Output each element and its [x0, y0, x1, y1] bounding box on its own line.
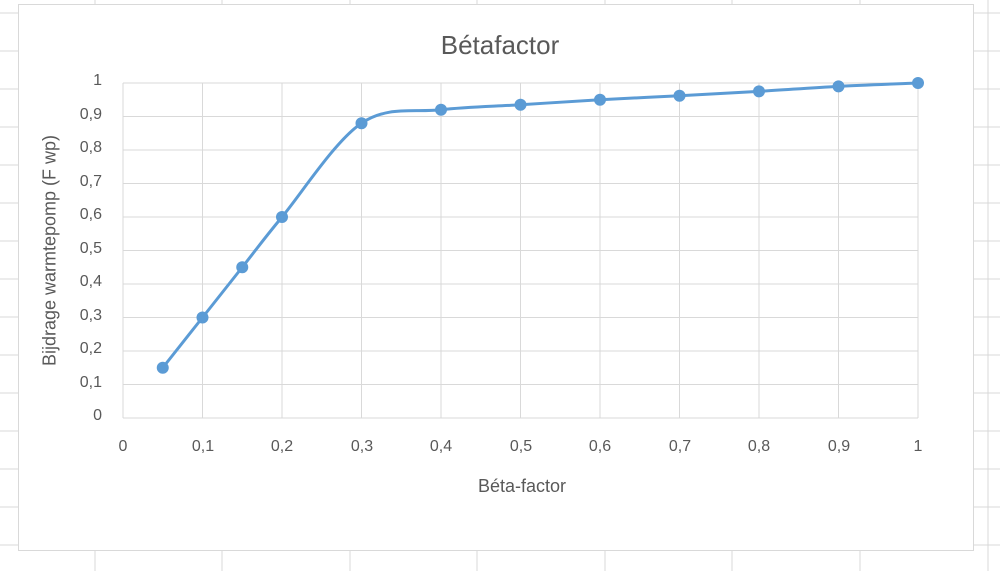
x-tick: 0,8 — [747, 438, 771, 455]
x-tick: 0,9 — [827, 438, 851, 455]
data-point-marker[interactable] — [435, 103, 447, 116]
chart-gridlines — [122, 82, 919, 419]
y-tick: 0,8 — [79, 139, 102, 156]
y-tick: 0 — [93, 407, 102, 424]
data-point-marker[interactable] — [196, 311, 209, 324]
x-tick: 0,4 — [429, 438, 453, 455]
data-point-marker[interactable] — [832, 80, 845, 93]
series-line — [161, 81, 920, 370]
chart-area[interactable] — [18, 4, 974, 551]
y-tick: 0,4 — [79, 273, 102, 290]
data-point-marker[interactable] — [276, 211, 288, 223]
y-tick: 0,1 — [79, 374, 102, 391]
data-point-marker[interactable] — [673, 89, 686, 102]
x-tick: 0,1 — [191, 438, 215, 455]
data-point-marker[interactable] — [594, 93, 606, 106]
y-tick: 0,5 — [79, 240, 102, 257]
data-point-marker[interactable] — [156, 361, 169, 374]
y-tick: 0,3 — [79, 307, 102, 324]
x-tick: 0,7 — [668, 438, 692, 455]
y-tick: 0,6 — [79, 206, 102, 223]
x-tick: 0,2 — [270, 438, 294, 455]
data-point-marker[interactable] — [236, 261, 249, 274]
x-tick: 0,5 — [509, 438, 533, 455]
data-point-marker[interactable] — [355, 117, 368, 130]
x-tick: 1 — [913, 438, 923, 455]
series-markers — [156, 77, 924, 374]
y-tick: 0,2 — [79, 340, 102, 357]
data-point-marker[interactable] — [753, 85, 765, 98]
data-point-marker[interactable] — [514, 98, 527, 111]
y-tick: 1 — [93, 72, 102, 89]
chart-title: Bétafactor — [440, 30, 560, 60]
y-tick: 0,7 — [79, 173, 102, 190]
data-point-marker[interactable] — [912, 77, 924, 89]
y-tick: 0,9 — [79, 106, 102, 123]
x-tick: 0,6 — [588, 438, 612, 455]
x-tick: 0,3 — [350, 438, 374, 455]
x-axis-label: Béta-factor — [477, 476, 567, 496]
x-tick: 0 — [118, 438, 128, 455]
